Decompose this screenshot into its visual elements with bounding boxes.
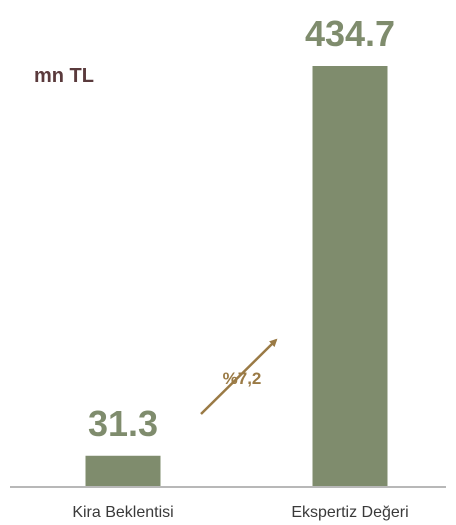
value-label-kira-beklentisi: 31.3 (88, 403, 158, 444)
value-label-ekspertiz-degeri: 434.7 (305, 13, 395, 54)
bar-kira-beklentisi (85, 455, 161, 486)
growth-annotation: %7,2 (223, 369, 262, 388)
bar-ekspertiz-degeri (312, 66, 388, 486)
bars-group: 31.3 434.7 (85, 13, 395, 486)
category-label-kira-beklentisi: Kira Beklentisi (72, 504, 173, 521)
category-label-ekspertiz-degeri: Ekspertiz Değeri (291, 504, 408, 521)
unit-label: mn TL (34, 65, 94, 87)
growth-arrow-line (200, 338, 278, 415)
growth-arrow (200, 338, 278, 415)
